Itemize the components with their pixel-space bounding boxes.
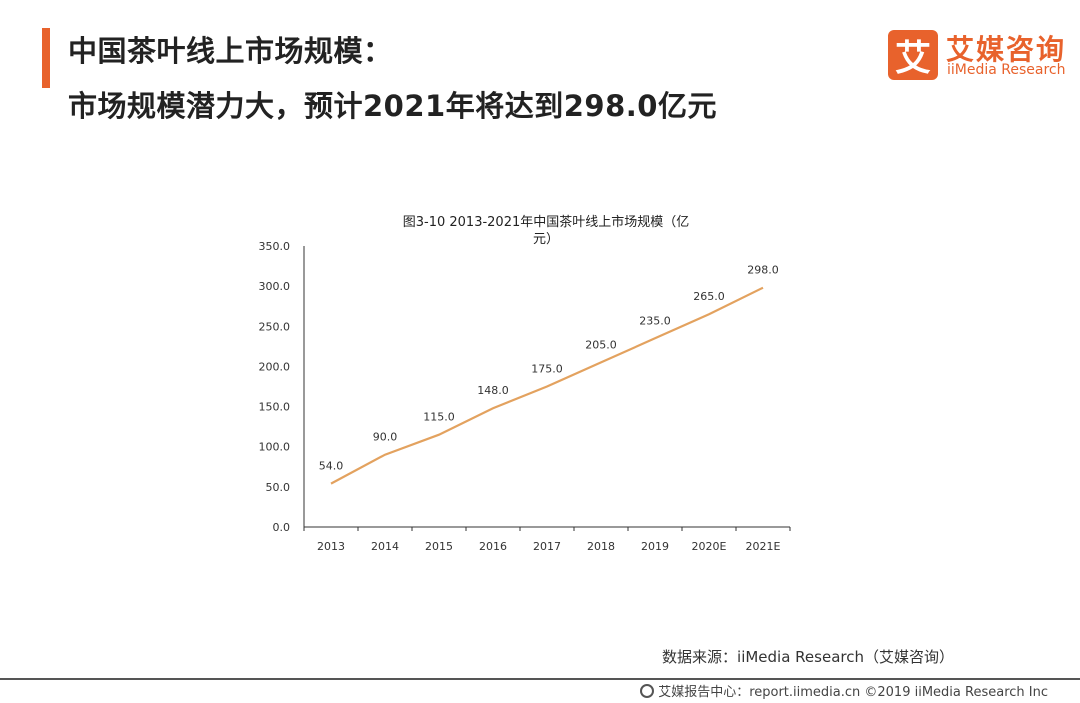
y-tick-label: 50.0 (266, 481, 291, 494)
logo-name-cn: 艾媒咨询 (946, 33, 1067, 66)
y-tick-label: 300.0 (259, 280, 291, 293)
x-tick-label: 2021E (746, 540, 781, 553)
chart-axes (303, 246, 790, 528)
x-tick-label: 2015 (425, 540, 453, 553)
page-title: 中国茶叶线上市场规模： (68, 34, 393, 68)
y-tick-label: 100.0 (259, 441, 291, 454)
x-axis-ticks: 2013 2014 2015 2016 2017 2018 2019 2020E 2021E (303, 527, 791, 553)
footer-divider (0, 678, 1080, 680)
y-tick-label: 0.0 (273, 521, 291, 534)
data-label: 148.0 (477, 384, 509, 397)
x-tick-label: 2017 (533, 540, 561, 553)
data-label: 90.0 (373, 431, 398, 444)
y-axis-ticks: 0.0 50.0 100.0 150.0 200.0 250.0 300.0 350.0 (259, 240, 291, 534)
title-accent-bar (42, 28, 50, 88)
data-labels: 54.0 90.0 115.0 148.0 175.0 205.0 235.0 265.0 29… (319, 264, 779, 473)
x-tick-label: 2020E (692, 540, 727, 553)
x-tick-label: 2014 (371, 540, 399, 553)
chart-title-line2: 元） (533, 232, 559, 247)
y-tick-label: 250.0 (259, 320, 291, 333)
y-tick-label: 150.0 (259, 401, 291, 414)
data-label: 115.0 (423, 411, 455, 424)
series (330, 286, 764, 485)
page-subtitle: 市场规模潜力大，预计2021年将达到298.0亿元 (68, 89, 717, 123)
chart-title-line1: 图3-10 2013-2021年中国茶叶线上市场规模（亿 (403, 214, 690, 230)
x-tick-label: 2018 (587, 540, 615, 553)
logo-mark: 艾 (888, 30, 938, 80)
data-label: 235.0 (639, 314, 671, 327)
y-tick-label: 350.0 (259, 240, 291, 253)
logo-name-en: iiMedia Research (947, 62, 1066, 78)
globe-icon (640, 683, 655, 698)
footer-copyright: 艾媒报告中心：report.iimedia.cn ©2019 iiMedia R… (658, 685, 1048, 700)
data-label: 54.0 (319, 460, 344, 473)
data-label: 265.0 (693, 290, 725, 303)
x-tick-label: 2016 (479, 540, 507, 553)
x-tick-label: 2019 (641, 540, 669, 553)
data-label: 298.0 (747, 264, 779, 277)
data-label: 175.0 (531, 363, 563, 376)
data-source: 数据来源：iiMedia Research（艾媒咨询） (662, 648, 954, 666)
footer: 艾媒报告中心：report.iimedia.cn ©2019 iiMedia R… (640, 681, 1048, 700)
x-tick-label: 2013 (317, 540, 345, 553)
data-label: 205.0 (585, 338, 617, 351)
series-line (330, 286, 764, 485)
y-tick-label: 200.0 (259, 360, 291, 373)
